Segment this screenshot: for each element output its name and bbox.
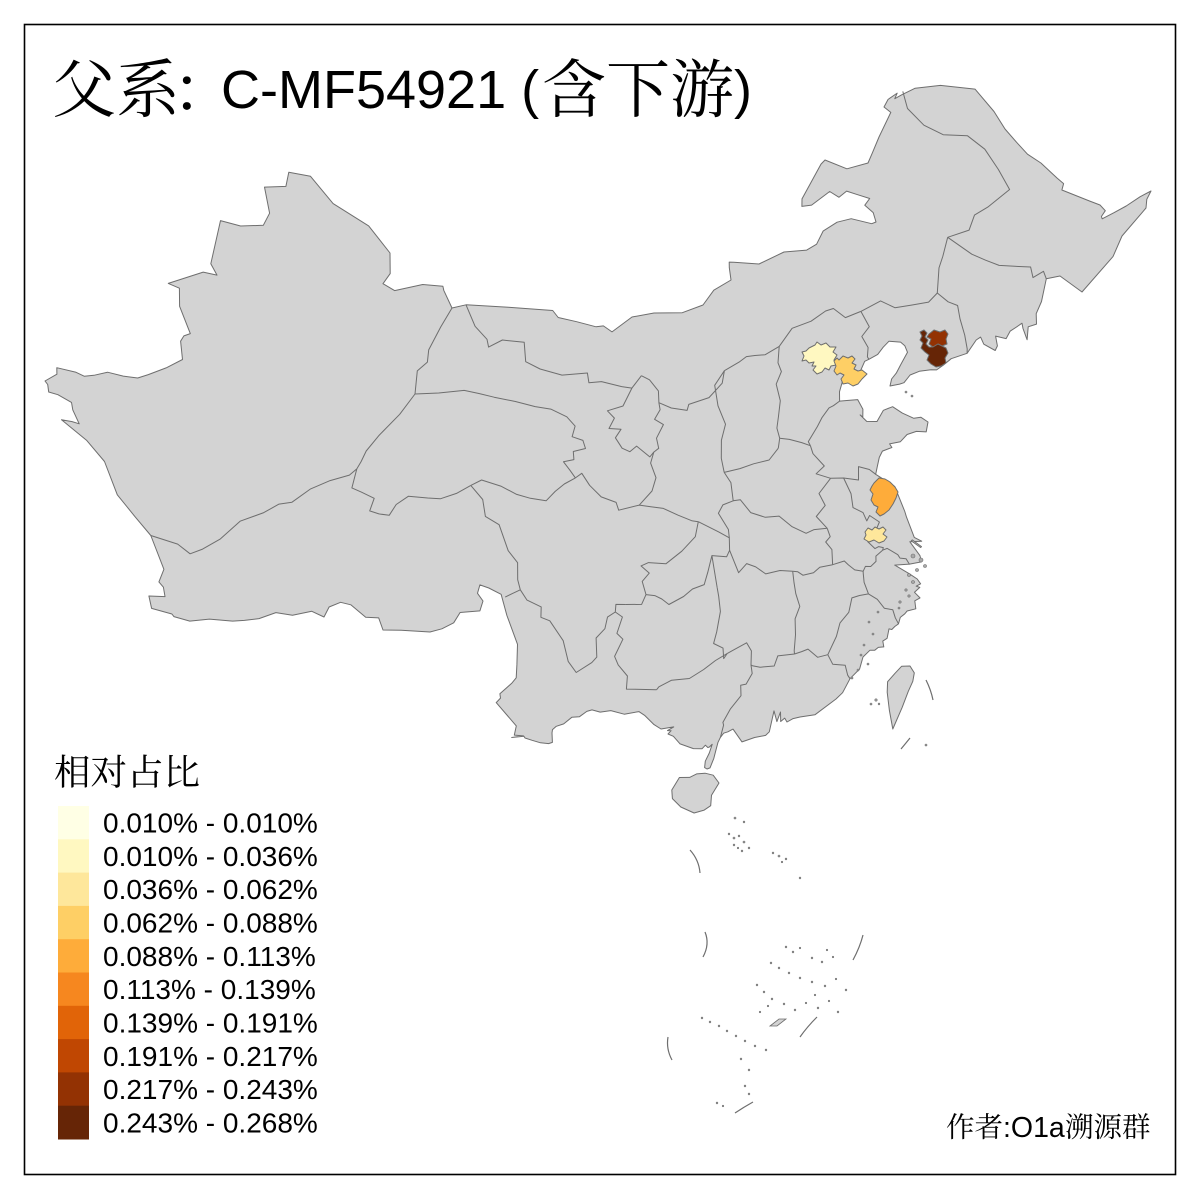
- svg-text:0.062% - 0.088%: 0.062% - 0.088%: [103, 908, 318, 939]
- svg-text:0.243% - 0.268%: 0.243% - 0.268%: [103, 1107, 318, 1138]
- svg-text:0.010% - 0.036%: 0.010% - 0.036%: [103, 841, 318, 872]
- svg-text:0.036% - 0.062%: 0.036% - 0.062%: [103, 874, 318, 905]
- svg-text:0.113% - 0.139%: 0.113% - 0.139%: [103, 974, 316, 1005]
- svg-text:C-MF54921 (: C-MF54921 (: [221, 60, 539, 120]
- svg-text:0.139% - 0.191%: 0.139% - 0.191%: [103, 1007, 318, 1038]
- svg-text::O1a: :O1a: [1003, 1112, 1065, 1144]
- svg-text:0.217% - 0.243%: 0.217% - 0.243%: [103, 1074, 318, 1105]
- svg-text:0.088% - 0.113%: 0.088% - 0.113%: [103, 941, 316, 972]
- svg-text:0.191% - 0.217%: 0.191% - 0.217%: [103, 1041, 318, 1072]
- svg-text:0.010% - 0.010%: 0.010% - 0.010%: [103, 808, 318, 839]
- svg-text:): ): [734, 60, 752, 120]
